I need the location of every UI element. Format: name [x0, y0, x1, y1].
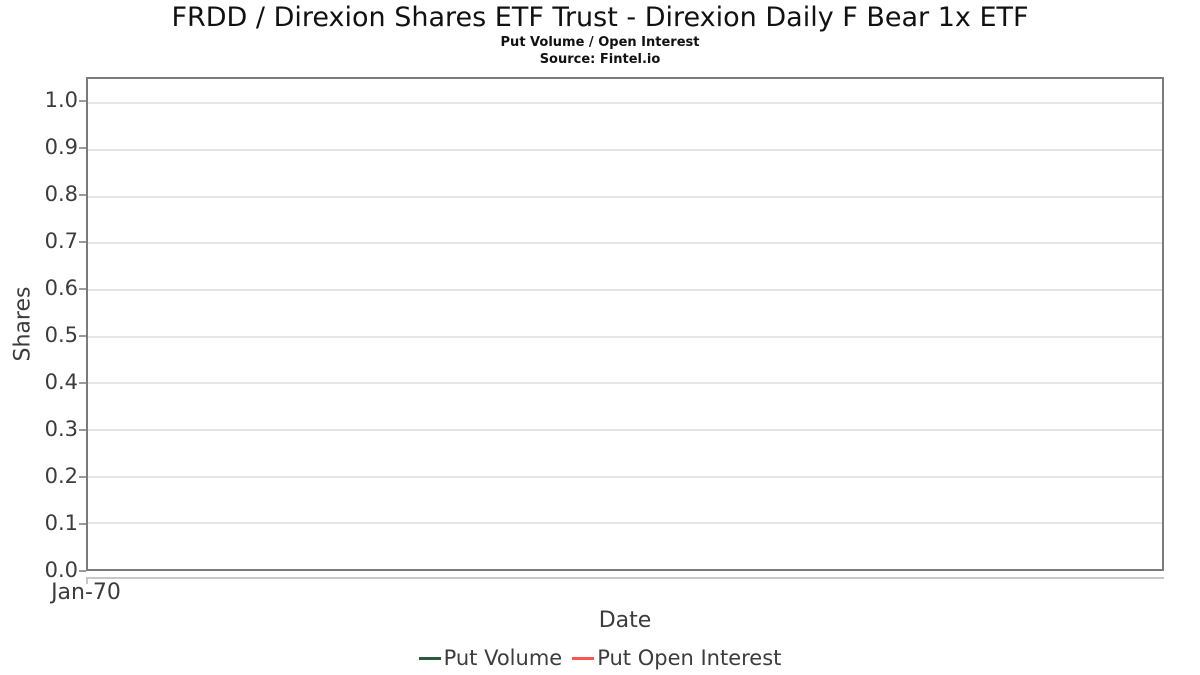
y-tick-label: 0.2: [44, 463, 78, 488]
plot-area: [86, 77, 1164, 571]
y-tick-mark: [79, 193, 86, 196]
y-tick-labels: 0.0 0.1 0.2 0.3 0.4 0.5 0.6 0.7 0.8 0.9 1.0: [0, 77, 78, 580]
legend-item-put-volume: Put Volume: [418, 646, 563, 670]
y-tick-label: 0.6: [44, 275, 78, 300]
y-tick-label: 0.4: [44, 369, 78, 394]
gridline: [88, 195, 1162, 198]
y-tick-label: 0.0: [44, 558, 78, 583]
gridline: [88, 102, 1162, 105]
y-tick-label: 1.0: [44, 87, 78, 112]
chart-source-note: Source: Fintel.io: [539, 52, 661, 67]
y-tick-mark: [79, 334, 86, 337]
y-tick-label: 0.5: [44, 322, 78, 347]
y-tick-mark: [79, 522, 86, 525]
legend: Put Volume Put Open Interest: [0, 646, 1200, 670]
y-tick-label: 0.8: [44, 181, 78, 206]
y-tick-mark: [79, 570, 86, 572]
gridline: [88, 382, 1162, 385]
x-axis-title: Date: [598, 608, 652, 633]
gridline: [88, 522, 1162, 525]
legend-swatch: [418, 656, 441, 660]
y-tick-marks: [79, 77, 86, 572]
gridline: [88, 429, 1162, 431]
y-tick-label: 0.7: [44, 228, 78, 253]
x-tick-label: Jan-70: [51, 580, 121, 605]
y-tick-label: 0.1: [44, 511, 78, 536]
legend-item-put-open-interest: Put Open Interest: [572, 646, 781, 670]
y-tick-label: 0.3: [44, 416, 78, 441]
gridline: [88, 149, 1162, 151]
legend-label: Put Open Interest: [597, 646, 782, 670]
gridline: [88, 289, 1162, 291]
y-tick-mark: [79, 240, 86, 243]
y-tick-mark: [79, 475, 86, 478]
gridline: [88, 475, 1162, 478]
y-tick-mark: [79, 146, 86, 149]
y-tick-mark: [79, 287, 86, 290]
y-tick-mark: [79, 428, 86, 431]
y-tick-label: 0.9: [44, 134, 78, 159]
chart-title: FRDD / Direxion Shares ETF Trust - Direx…: [171, 2, 1029, 33]
x-tick-mark: [86, 579, 88, 584]
chart-subtitle: Put Volume / Open Interest: [500, 35, 700, 50]
legend-swatch: [572, 656, 595, 660]
y-tick-mark: [79, 381, 86, 384]
gridline: [88, 335, 1162, 338]
legend-label: Put Volume: [443, 646, 563, 670]
x-axis-line: [86, 577, 1164, 579]
gridline: [88, 242, 1162, 245]
y-tick-mark: [79, 99, 86, 102]
gridlines: [88, 79, 1162, 569]
